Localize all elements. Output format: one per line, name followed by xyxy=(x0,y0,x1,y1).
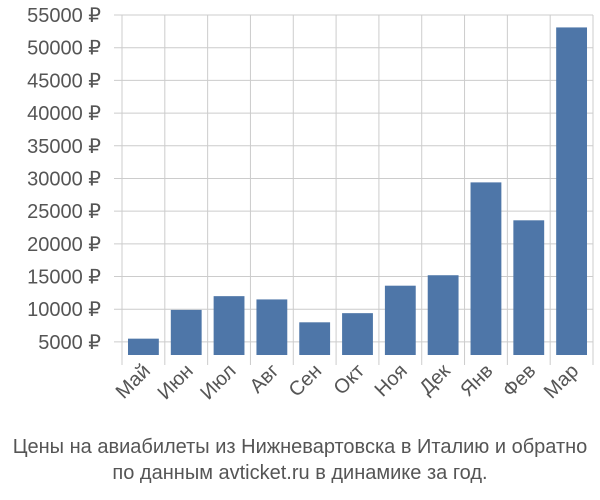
bar-9 xyxy=(470,182,502,355)
x-tick-label: Ноя xyxy=(371,360,412,401)
y-tick-label: 30000 ₽ xyxy=(27,168,101,190)
bar-7 xyxy=(384,285,416,355)
y-tick-label: 40000 ₽ xyxy=(27,103,101,125)
bar-1 xyxy=(127,338,159,355)
y-tick-label: 50000 ₽ xyxy=(27,38,101,60)
y-tick-label: 45000 ₽ xyxy=(27,70,101,92)
bar-6 xyxy=(342,313,373,355)
bar-8 xyxy=(427,275,459,355)
bar-2 xyxy=(170,309,202,355)
x-tick-label: Янв xyxy=(456,360,497,401)
chart-caption-line-2: по данным avticket.ru в динамике за год. xyxy=(112,462,488,484)
y-tick-label: 20000 ₽ xyxy=(27,234,101,256)
x-tick-label: Сен xyxy=(285,360,326,401)
y-tick-label: 55000 ₽ xyxy=(27,5,101,27)
x-tick-label: Июн xyxy=(154,360,198,404)
x-tick-label: Авг xyxy=(246,360,284,398)
bar-10 xyxy=(513,220,545,355)
bar-3 xyxy=(213,296,245,355)
y-tick-label: 35000 ₽ xyxy=(27,136,101,158)
y-tick-label: 5000 ₽ xyxy=(38,332,101,354)
bar-5 xyxy=(299,322,331,355)
x-tick-label: Июл xyxy=(196,360,240,404)
x-tick-label: Мар xyxy=(540,360,583,403)
y-axis-ticks: 5000 ₽ 10000 ₽ 15000 ₽ 20000 ₽ 25000 ₽ 30000 … xyxy=(27,5,101,354)
x-tick-label: Фев xyxy=(499,360,541,402)
x-tick-label: Окт xyxy=(330,360,369,399)
bars xyxy=(127,27,588,356)
grid-lines xyxy=(114,14,594,365)
bar-11 xyxy=(556,27,588,356)
bar-4 xyxy=(256,299,288,355)
x-tick-label: Май xyxy=(112,360,155,403)
y-tick-label: 25000 ₽ xyxy=(27,201,101,223)
y-tick-label: 10000 ₽ xyxy=(27,299,101,321)
x-tick-label: Дек xyxy=(415,360,454,399)
chart-caption-line-1: Цены на авиабилеты из Нижневартовска в И… xyxy=(12,436,588,458)
y-tick-label: 15000 ₽ xyxy=(27,267,101,289)
